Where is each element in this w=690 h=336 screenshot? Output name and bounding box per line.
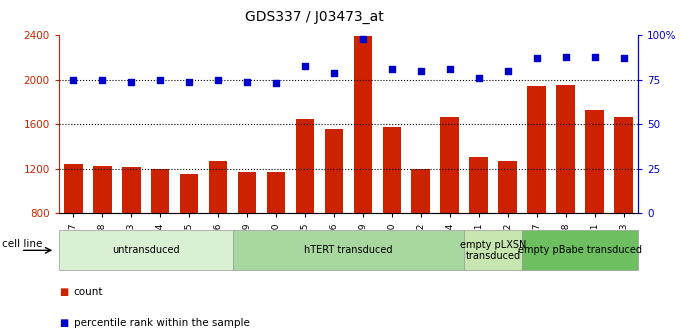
Text: hTERT transduced: hTERT transduced: [304, 245, 393, 255]
Point: [299, 63, 310, 68]
Point: [213, 77, 224, 82]
Text: percentile rank within the sample: percentile rank within the sample: [74, 318, 250, 328]
Bar: [92, 166, 112, 302]
Bar: [266, 172, 286, 302]
Bar: [440, 117, 460, 302]
Point: [184, 79, 195, 84]
Bar: [179, 174, 199, 302]
Text: ■: ■: [59, 287, 68, 297]
Point: [241, 79, 253, 84]
Bar: [121, 167, 141, 302]
Point: [444, 67, 455, 72]
Point: [357, 36, 368, 42]
Bar: [63, 164, 83, 302]
Point: [589, 54, 600, 59]
Point: [68, 77, 79, 82]
Text: ■: ■: [59, 318, 68, 328]
Bar: [527, 86, 546, 302]
Bar: [353, 36, 373, 302]
Point: [328, 70, 339, 75]
Bar: [498, 161, 518, 302]
Bar: [556, 85, 575, 302]
Point: [126, 79, 137, 84]
Text: GDS337 / J03473_at: GDS337 / J03473_at: [244, 10, 384, 24]
Text: empty pLXSN
transduced: empty pLXSN transduced: [460, 240, 526, 261]
Point: [415, 68, 426, 74]
Bar: [614, 117, 633, 302]
Bar: [237, 172, 257, 302]
Bar: [295, 119, 315, 302]
Bar: [208, 161, 228, 302]
Text: empty pBabe transduced: empty pBabe transduced: [518, 245, 642, 255]
Bar: [469, 157, 489, 302]
Point: [531, 56, 542, 61]
Point: [270, 81, 282, 86]
Text: untransduced: untransduced: [112, 245, 179, 255]
Bar: [585, 110, 604, 302]
Text: cell line: cell line: [2, 239, 43, 249]
Point: [97, 77, 108, 82]
Bar: [382, 127, 402, 302]
Point: [560, 54, 571, 59]
Bar: [411, 169, 431, 302]
Point: [502, 68, 513, 74]
Bar: [324, 129, 344, 302]
Text: count: count: [74, 287, 104, 297]
Point: [155, 77, 166, 82]
Point: [386, 67, 397, 72]
Point: [618, 56, 629, 61]
Point: [473, 75, 484, 81]
Bar: [150, 169, 170, 302]
